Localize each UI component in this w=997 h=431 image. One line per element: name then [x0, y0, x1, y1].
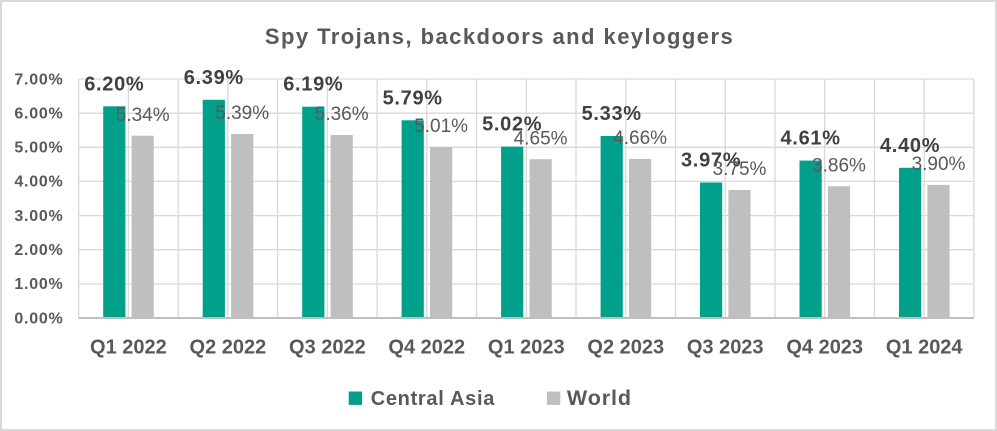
svg-text:6.20%: 6.20%	[84, 73, 144, 95]
svg-text:Q3 2023: Q3 2023	[687, 336, 764, 358]
svg-text:4.66%: 4.66%	[613, 128, 667, 149]
svg-text:6.00%: 6.00%	[14, 106, 63, 123]
svg-text:Central Asia: Central Asia	[371, 388, 496, 410]
svg-text:Q4 2023: Q4 2023	[786, 336, 863, 358]
svg-text:0.00%: 0.00%	[14, 310, 63, 327]
svg-text:2.00%: 2.00%	[14, 242, 63, 259]
svg-text:Q4 2022: Q4 2022	[388, 336, 465, 358]
svg-text:6.39%: 6.39%	[184, 67, 244, 89]
svg-text:3.00%: 3.00%	[14, 208, 63, 225]
svg-text:Q1 2024: Q1 2024	[886, 336, 964, 358]
svg-text:5.34%: 5.34%	[116, 105, 170, 126]
svg-text:3.86%: 3.86%	[812, 155, 866, 176]
svg-text:Q3 2022: Q3 2022	[289, 336, 366, 358]
svg-text:Q1 2023: Q1 2023	[488, 336, 565, 358]
svg-text:5.33%: 5.33%	[582, 103, 642, 125]
svg-text:4.65%: 4.65%	[514, 128, 568, 149]
svg-text:Q2 2023: Q2 2023	[587, 336, 664, 358]
svg-text:1.00%: 1.00%	[14, 276, 63, 293]
svg-text:5.39%: 5.39%	[215, 103, 269, 124]
svg-text:7.00%: 7.00%	[14, 71, 63, 88]
svg-text:Spy Trojans, backdoors and key: Spy Trojans, backdoors and keyloggers	[265, 24, 734, 49]
svg-text:5.79%: 5.79%	[383, 87, 443, 109]
svg-text:World: World	[567, 386, 632, 410]
svg-text:3.97%: 3.97%	[681, 150, 741, 172]
svg-text:4.40%: 4.40%	[880, 135, 940, 157]
svg-text:5.00%: 5.00%	[14, 140, 63, 157]
svg-text:4.00%: 4.00%	[14, 174, 63, 191]
svg-text:5.36%: 5.36%	[315, 104, 369, 125]
svg-text:3.75%: 3.75%	[713, 159, 767, 180]
svg-text:5.02%: 5.02%	[482, 114, 542, 136]
svg-text:4.61%: 4.61%	[780, 128, 840, 150]
svg-text:3.90%: 3.90%	[912, 154, 966, 175]
svg-text:Q2 2022: Q2 2022	[190, 336, 267, 358]
svg-text:5.01%: 5.01%	[414, 116, 468, 137]
svg-text:Q1 2022: Q1 2022	[90, 336, 167, 358]
svg-text:6.19%: 6.19%	[283, 74, 343, 96]
